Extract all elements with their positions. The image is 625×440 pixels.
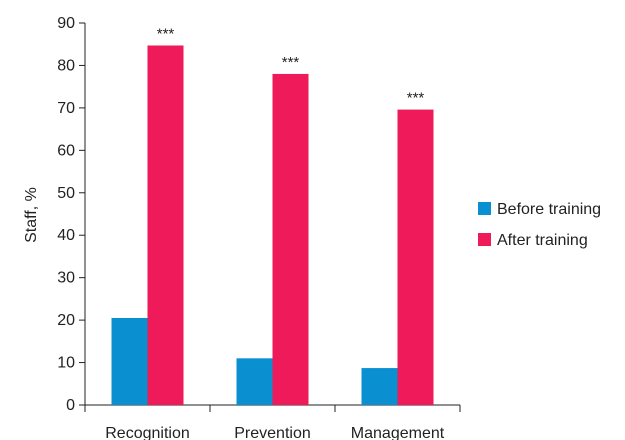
y-tick-label: 60 [57,142,75,159]
legend-label-before: Before training [497,201,601,218]
x-tick-label: Prevention [234,425,311,440]
y-tick-label: 10 [57,355,75,372]
legend-swatch-before [478,202,491,215]
bar-before-prevention [236,358,273,405]
legend-swatch-after [478,233,491,246]
y-axis-label: Staff, % [23,187,40,243]
significance-label: *** [407,90,425,107]
y-tick-label: 80 [57,57,75,74]
significance-label: *** [157,25,175,42]
y-tick-label: 20 [57,312,75,329]
legend-label-after: After training [497,232,588,249]
y-tick-label: 30 [57,270,75,287]
significance-label: *** [282,54,300,71]
bar-after-prevention [272,73,309,405]
y-tick-label: 40 [57,227,75,244]
bar-after-management [397,109,434,405]
y-tick-label: 50 [57,185,75,202]
bar-before-recognition [111,317,148,405]
bar-after-recognition [147,45,184,406]
legend: Before training After training [478,201,601,249]
bars: *** *** *** [111,25,434,406]
y-tick-label: 70 [57,100,75,117]
axes: 0 10 20 30 40 50 60 70 80 90 Recognition Prevention… [57,15,461,440]
x-tick-label: Recognition [105,425,190,440]
y-tick-label: 90 [57,15,75,32]
y-tick-label: 0 [66,397,75,414]
bar-before-management [361,368,398,405]
x-tick-label: Management [351,425,445,440]
